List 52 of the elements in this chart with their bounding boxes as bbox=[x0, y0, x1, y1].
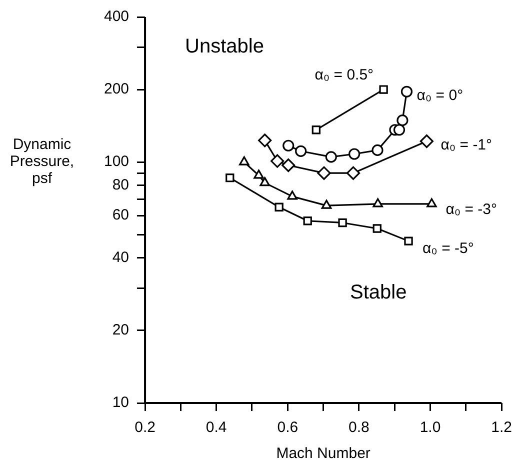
y-tick-label: 400 bbox=[104, 8, 130, 26]
x-tick-label: 0.2 bbox=[134, 419, 156, 436]
y-tick-label: 20 bbox=[112, 322, 130, 339]
point bbox=[372, 198, 383, 208]
point bbox=[396, 114, 408, 126]
point bbox=[393, 124, 406, 136]
point bbox=[321, 200, 332, 209]
x-tick-label: 0.8 bbox=[348, 419, 370, 436]
point bbox=[325, 151, 337, 163]
x-tick-label: 1.0 bbox=[420, 419, 441, 436]
point bbox=[274, 202, 284, 212]
point bbox=[426, 198, 437, 208]
point bbox=[270, 154, 284, 168]
series-label: α₀ = 0.5° bbox=[314, 66, 374, 84]
point bbox=[379, 85, 388, 94]
point bbox=[312, 126, 321, 134]
y-tick-label: 40 bbox=[112, 249, 130, 266]
point bbox=[404, 236, 413, 246]
x-tick-label: 1.2 bbox=[491, 419, 512, 436]
y-tick-label: 60 bbox=[112, 206, 130, 224]
y-tick-label: 100 bbox=[104, 153, 130, 170]
point bbox=[372, 144, 384, 156]
annotation: Unstable bbox=[185, 36, 264, 58]
point bbox=[239, 156, 250, 166]
point bbox=[348, 148, 360, 160]
y-tick-label: 200 bbox=[104, 80, 130, 98]
series-label: α₀ = -3° bbox=[446, 201, 498, 218]
y-tick-label: 80 bbox=[112, 176, 130, 194]
point bbox=[282, 158, 296, 172]
y-axis-title: Dynamic Pressure, psf bbox=[10, 136, 74, 188]
point bbox=[303, 216, 312, 226]
point bbox=[338, 218, 347, 228]
point bbox=[400, 86, 413, 98]
series-label: α₀ = -5° bbox=[422, 240, 474, 258]
x-tick-label: 0.6 bbox=[277, 419, 298, 436]
x-tick-label: 0.4 bbox=[206, 419, 227, 436]
point bbox=[420, 134, 434, 148]
point bbox=[346, 166, 360, 180]
point bbox=[287, 190, 298, 200]
point bbox=[295, 145, 307, 157]
annotation: Stable bbox=[350, 282, 407, 304]
point bbox=[258, 134, 272, 148]
x-axis-title: Mach Number bbox=[276, 445, 370, 462]
point bbox=[372, 224, 382, 233]
point bbox=[226, 174, 234, 182]
point bbox=[260, 177, 270, 186]
series-label: α₀ = -1° bbox=[440, 136, 492, 154]
point bbox=[282, 140, 294, 152]
y-tick-label: 10 bbox=[112, 394, 130, 412]
point bbox=[254, 170, 264, 179]
series-label: α₀ = 0° bbox=[416, 86, 464, 104]
point bbox=[317, 166, 331, 180]
